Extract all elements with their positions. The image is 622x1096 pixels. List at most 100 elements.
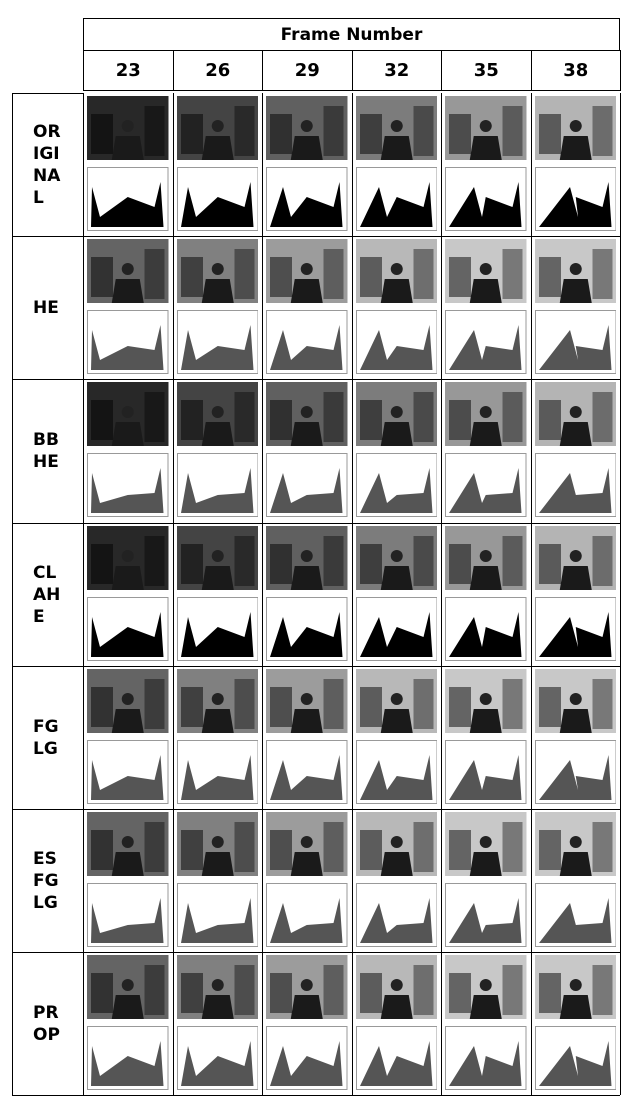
frame-image: [445, 382, 527, 446]
frame-image: [535, 239, 617, 303]
histogram-image: [87, 597, 169, 661]
column-border: [262, 523, 263, 666]
column-border: [441, 952, 442, 1095]
column-border: [352, 666, 353, 809]
row-label-text: ESFGLG: [33, 848, 63, 914]
column-border: [620, 93, 621, 236]
column-border: [262, 809, 263, 952]
column-border: [352, 952, 353, 1095]
column-border: [262, 952, 263, 1095]
column-border: [620, 809, 621, 952]
histogram-image: [266, 883, 348, 947]
row-label-text: FGLG: [33, 716, 63, 760]
frame-image: [177, 812, 259, 876]
histogram-image: [356, 740, 438, 804]
column-border: [531, 666, 532, 809]
column-border: [441, 93, 442, 236]
row-label: BBHE: [12, 379, 84, 523]
frame-image: [87, 812, 169, 876]
histogram-image: [356, 167, 438, 231]
histogram-image: [177, 167, 259, 231]
frame-image: [535, 526, 617, 590]
column-border: [262, 666, 263, 809]
frame-image: [535, 382, 617, 446]
column-border: [262, 236, 263, 379]
page: Frame Number232629323538ORIGINALHEBBHECL…: [0, 0, 622, 1091]
frame-image: [177, 669, 259, 733]
frame-image: [266, 955, 348, 1019]
frame-image: [535, 96, 617, 160]
row-label: PROP: [12, 952, 84, 1096]
frame-image: [177, 526, 259, 590]
column-border: [173, 809, 174, 952]
frame-image: [445, 812, 527, 876]
column-border: [531, 809, 532, 952]
histogram-image: [177, 1026, 259, 1090]
column-border: [173, 93, 174, 236]
frame-image: [177, 382, 259, 446]
histogram-image: [266, 310, 348, 374]
column-border: [441, 236, 442, 379]
column-border: [173, 666, 174, 809]
column-border: [262, 93, 263, 236]
frame-image: [356, 96, 438, 160]
histogram-image: [445, 597, 527, 661]
column-border: [620, 952, 621, 1095]
frame-number: 26: [173, 50, 264, 91]
histogram-image: [535, 167, 617, 231]
frame-image: [445, 669, 527, 733]
column-border: [531, 93, 532, 236]
histogram-image: [445, 453, 527, 517]
frame-image: [87, 955, 169, 1019]
histogram-image: [445, 310, 527, 374]
row-label-text: ORIGINAL: [33, 121, 63, 209]
column-border: [441, 666, 442, 809]
column-border: [352, 379, 353, 522]
histogram-image: [445, 883, 527, 947]
column-border: [531, 952, 532, 1095]
column-border: [352, 523, 353, 666]
frame-image: [356, 239, 438, 303]
column-border: [173, 952, 174, 1095]
histogram-image: [87, 453, 169, 517]
frame-number: 35: [441, 50, 532, 91]
column-border: [531, 236, 532, 379]
column-border: [173, 523, 174, 666]
row-label-text: HE: [33, 297, 63, 319]
histogram-image: [356, 883, 438, 947]
histogram-image: [356, 1026, 438, 1090]
histogram-image: [535, 883, 617, 947]
frame-number: 32: [352, 50, 443, 91]
histogram-image: [535, 1026, 617, 1090]
histogram-image: [356, 453, 438, 517]
frame-image: [266, 96, 348, 160]
histogram-image: [266, 597, 348, 661]
frame-image: [356, 955, 438, 1019]
histogram-image: [266, 167, 348, 231]
frame-image: [445, 239, 527, 303]
histogram-image: [177, 883, 259, 947]
histogram-image: [87, 740, 169, 804]
histogram-image: [266, 740, 348, 804]
row-label: ESFGLG: [12, 809, 84, 953]
frame-image: [87, 239, 169, 303]
histogram-image: [535, 597, 617, 661]
histogram-image: [177, 310, 259, 374]
histogram-image: [535, 453, 617, 517]
row-label-text: PROP: [33, 1002, 63, 1046]
histogram-image: [177, 453, 259, 517]
column-border: [352, 809, 353, 952]
frame-image: [356, 526, 438, 590]
column-border: [531, 523, 532, 666]
histogram-image: [177, 597, 259, 661]
histogram-image: [266, 1026, 348, 1090]
frame-image: [356, 812, 438, 876]
frame-image: [266, 526, 348, 590]
frame-image: [177, 955, 259, 1019]
frame-image: [177, 96, 259, 160]
frame-image: [445, 955, 527, 1019]
column-border: [173, 379, 174, 522]
row-label: ORIGINAL: [12, 93, 84, 237]
frame-image: [266, 239, 348, 303]
histogram-image: [177, 740, 259, 804]
